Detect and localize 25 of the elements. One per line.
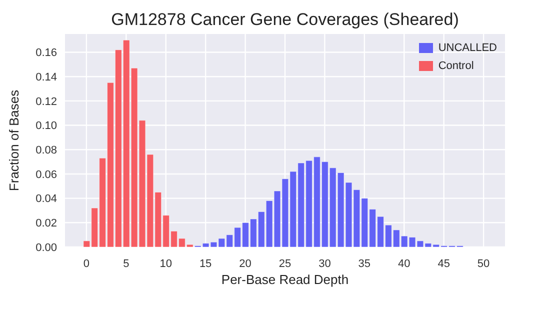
x-tick-label: 40	[398, 258, 410, 270]
y-tick-label: 0.10	[36, 120, 57, 132]
y-tick-label: 0.14	[36, 72, 57, 84]
x-tick-label: 10	[160, 258, 172, 270]
y-tick-label: 0.16	[36, 47, 57, 60]
legend-label: Control	[438, 59, 474, 74]
legend-label: UNCALLED	[438, 41, 497, 56]
y-axis-title: Fraction of Bases	[6, 89, 22, 192]
x-tick-label: 30	[318, 258, 331, 270]
y-tick-label: 0.00	[36, 242, 57, 254]
x-tick-label: 50	[477, 258, 490, 270]
x-tick-label: 15	[199, 258, 212, 270]
y-tick-label: 0.12	[36, 96, 57, 108]
x-tick-label: 25	[278, 258, 292, 270]
x-tick-label: 0	[83, 258, 90, 270]
x-tick-label: 45	[438, 258, 450, 270]
y-tick-label: 0.08	[36, 144, 57, 157]
x-tick-label: 20	[239, 258, 252, 270]
y-tick-label: 0.04	[36, 193, 57, 206]
x-tick-label: 5	[123, 258, 130, 270]
y-tick-label: 0.02	[36, 218, 57, 230]
x-axis-title: Per-Base Read Depth	[221, 272, 349, 287]
chart-title: GM12878 Cancer Gene Coverages (Sheared)	[110, 10, 460, 30]
y-tick-label: 0.06	[36, 168, 57, 181]
x-tick-label: 35	[358, 258, 371, 270]
